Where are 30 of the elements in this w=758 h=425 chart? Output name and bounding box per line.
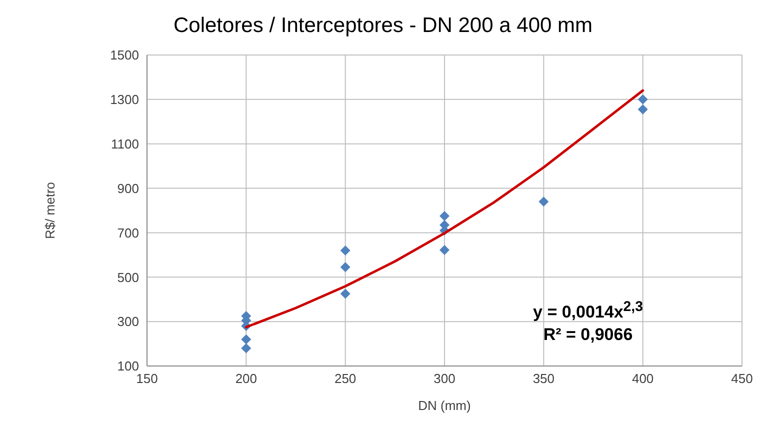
y-tick-label: 1100 (111, 136, 139, 152)
x-tick-label: 200 (235, 371, 258, 386)
annotation: y = 0,0014x$^{2,3}$ (532, 298, 644, 324)
x-tick-label: 400 (632, 371, 654, 386)
x-tick-label: 350 (532, 371, 555, 386)
y-tick-label: 500 (117, 270, 139, 285)
x-tick-label: 150 (136, 371, 158, 386)
chart-title: Coletores / Interceptores - DN 200 a 400 mm (172, 14, 594, 38)
y-tick-label: 1300 (110, 92, 139, 108)
x-axis-title: DN (mm) (418, 398, 471, 413)
y-tick-label: 100 (117, 358, 139, 374)
point (340, 288, 350, 299)
point (340, 262, 350, 272)
annotation: R² = 0,9066 (542, 324, 634, 346)
y-tick-label: 300 (117, 314, 139, 330)
point (241, 334, 252, 344)
x-tick-label: 250 (334, 371, 356, 386)
x-tick-label: 300 (434, 371, 456, 386)
point (440, 245, 450, 256)
x-tick-label: 450 (731, 371, 753, 386)
point (440, 211, 450, 222)
point (638, 94, 648, 104)
y-tick-label: 900 (117, 180, 139, 196)
point (340, 245, 350, 256)
y-axis-title: R$/ metro (42, 182, 58, 240)
point (241, 343, 252, 354)
y-tick-label: 1500 (110, 48, 139, 63)
point (538, 196, 549, 207)
point (638, 104, 648, 114)
y-tick-label: 700 (117, 225, 139, 240)
